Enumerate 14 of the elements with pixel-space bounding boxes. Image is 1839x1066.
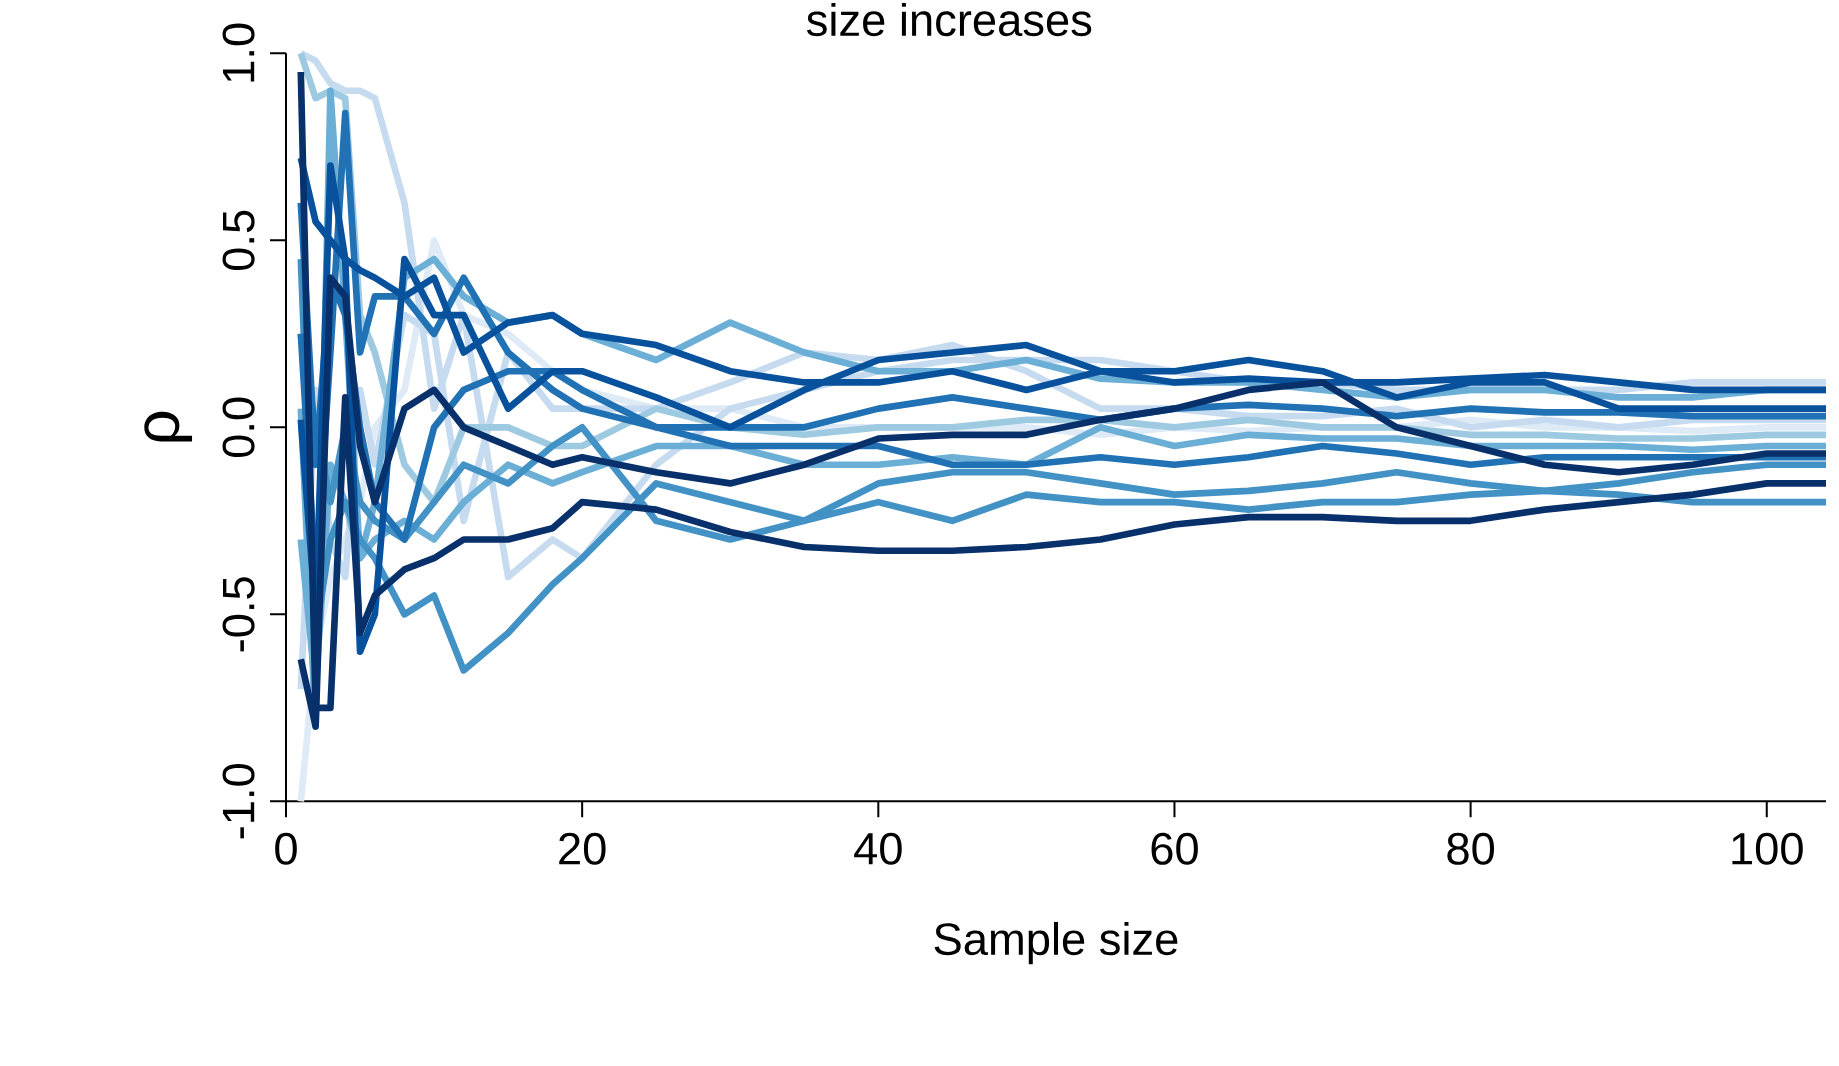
y-axis-title: ρ [144,411,193,442]
x-tick-label: 20 [559,832,606,865]
y-tick-label: 0.0 [222,397,255,458]
chart-title: size increases [806,2,1092,37]
x-tick-label: 40 [854,832,902,865]
y-tick-label: 0.5 [222,210,255,271]
x-axis-title: Sample size [934,921,1178,965]
x-tick-label: 100 [1732,832,1803,865]
y-tick-label: 1.0 [222,23,255,82]
x-tick-label: 60 [1151,832,1198,865]
x-tick-label: 80 [1447,832,1495,865]
y-tick-label: -0.5 [222,577,255,652]
x-tick-label: 0 [275,832,297,865]
y-tick-label: -1.0 [222,764,255,839]
